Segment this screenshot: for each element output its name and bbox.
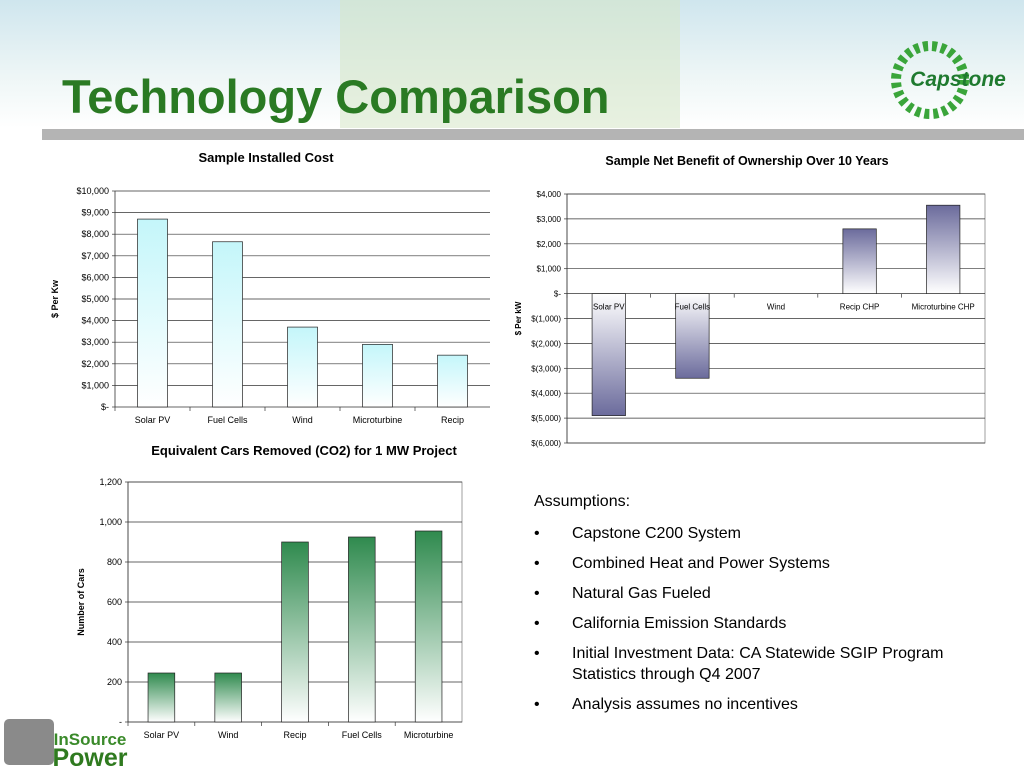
assumption-item: Natural Gas Fueled	[534, 583, 994, 604]
x-tick-label: Recip CHP	[840, 303, 880, 312]
logo-box	[4, 719, 54, 765]
y-tick-label: -	[119, 717, 122, 727]
bar	[281, 541, 309, 723]
y-tick-label: $2,000	[81, 359, 109, 369]
y-axis-label: $ Per kW	[514, 301, 523, 335]
chart-title: Sample Installed Cost	[198, 150, 334, 165]
bar	[926, 204, 961, 294]
bar	[348, 536, 376, 723]
y-tick-label: 800	[107, 557, 122, 567]
assumptions-heading: Assumptions:	[534, 493, 631, 510]
y-tick-label: $(6,000)	[531, 439, 561, 448]
bar	[414, 530, 443, 723]
x-tick-label: Fuel Cells	[675, 303, 711, 312]
bar	[137, 218, 168, 408]
bar	[362, 344, 393, 408]
assumption-item: Analysis assumes no incentives	[534, 694, 994, 715]
x-tick-label: Solar PV	[135, 415, 171, 425]
x-tick-label: Wind	[218, 730, 239, 740]
y-tick-label: $8,000	[81, 229, 109, 239]
bar	[675, 293, 710, 379]
y-tick-label: $6,000	[81, 272, 109, 282]
y-tick-label: $3,000	[537, 215, 562, 224]
y-tick-label: $1,000	[81, 380, 109, 390]
bar	[437, 354, 468, 408]
y-tick-label: $3,000	[81, 337, 109, 347]
x-tick-label: Recip	[283, 730, 306, 740]
bar	[842, 228, 877, 294]
x-tick-label: Microturbine	[353, 415, 403, 425]
y-tick-label: $7,000	[81, 251, 109, 261]
assumption-item: Capstone C200 System	[534, 523, 994, 544]
y-tick-label: $9,000	[81, 208, 109, 218]
x-tick-label: Solar PV	[593, 303, 625, 312]
x-tick-label: Wind	[292, 415, 313, 425]
y-tick-label: 400	[107, 637, 122, 647]
y-tick-label: $5,000	[81, 294, 109, 304]
slide-title: Technology Comparison	[62, 70, 610, 123]
x-tick-label: Microturbine	[404, 730, 454, 740]
assumption-item: California Emission Standards	[534, 613, 994, 634]
logo-line1: InSource	[54, 730, 127, 749]
bar	[147, 672, 176, 723]
assumption-item: Initial Investment Data: CA Statewide SG…	[534, 643, 994, 685]
y-tick-label: 600	[107, 597, 122, 607]
y-tick-label: $(4,000)	[531, 389, 561, 398]
assumption-item: Combined Heat and Power Systems	[534, 553, 994, 574]
header-band	[42, 129, 1024, 140]
x-tick-label: Fuel Cells	[342, 730, 383, 740]
logo-text: Capstone	[910, 68, 1006, 91]
y-tick-label: $4,000	[537, 190, 562, 199]
chart-title: Sample Net Benefit of Ownership Over 10 …	[605, 154, 888, 168]
y-tick-label: $(5,000)	[531, 414, 561, 423]
bar	[212, 241, 243, 408]
y-tick-label: $4,000	[81, 316, 109, 326]
logo-swirl	[891, 41, 969, 119]
y-tick-label: $10,000	[76, 186, 109, 196]
logo-line2: Power	[52, 744, 127, 768]
assumptions: Assumptions: Capstone C200 System Combined…	[534, 493, 994, 724]
header-leaf	[340, 0, 680, 128]
bar	[591, 293, 626, 416]
y-tick-label: 1,200	[99, 477, 122, 487]
y-tick-label: 200	[107, 677, 122, 687]
y-axis-label: $ Per Kw	[50, 279, 60, 318]
x-tick-label: Recip	[441, 415, 464, 425]
y-tick-label: $(2,000)	[531, 339, 561, 348]
capstone-logo: Capstone	[891, 41, 1006, 119]
x-tick-label: Solar PV	[144, 730, 180, 740]
y-tick-label: $(1,000)	[531, 315, 561, 324]
bar	[214, 672, 242, 723]
y-tick-label: $(3,000)	[531, 364, 561, 373]
x-tick-label: Wind	[767, 303, 785, 312]
x-tick-label: Fuel Cells	[207, 415, 248, 425]
y-tick-label: $1,000	[537, 265, 562, 274]
bar	[287, 326, 318, 408]
x-tick-label: Microturbine CHP	[912, 303, 975, 312]
y-tick-label: $-	[554, 290, 561, 299]
y-tick-label: $-	[101, 402, 109, 412]
y-axis-label: Number of Cars	[76, 568, 86, 636]
y-tick-label: $2,000	[537, 240, 562, 249]
insource-logo: InSource Power	[4, 719, 128, 768]
y-tick-label: 1,000	[99, 517, 122, 527]
chart-title: Equivalent Cars Removed (CO2) for 1 MW P…	[151, 443, 457, 458]
